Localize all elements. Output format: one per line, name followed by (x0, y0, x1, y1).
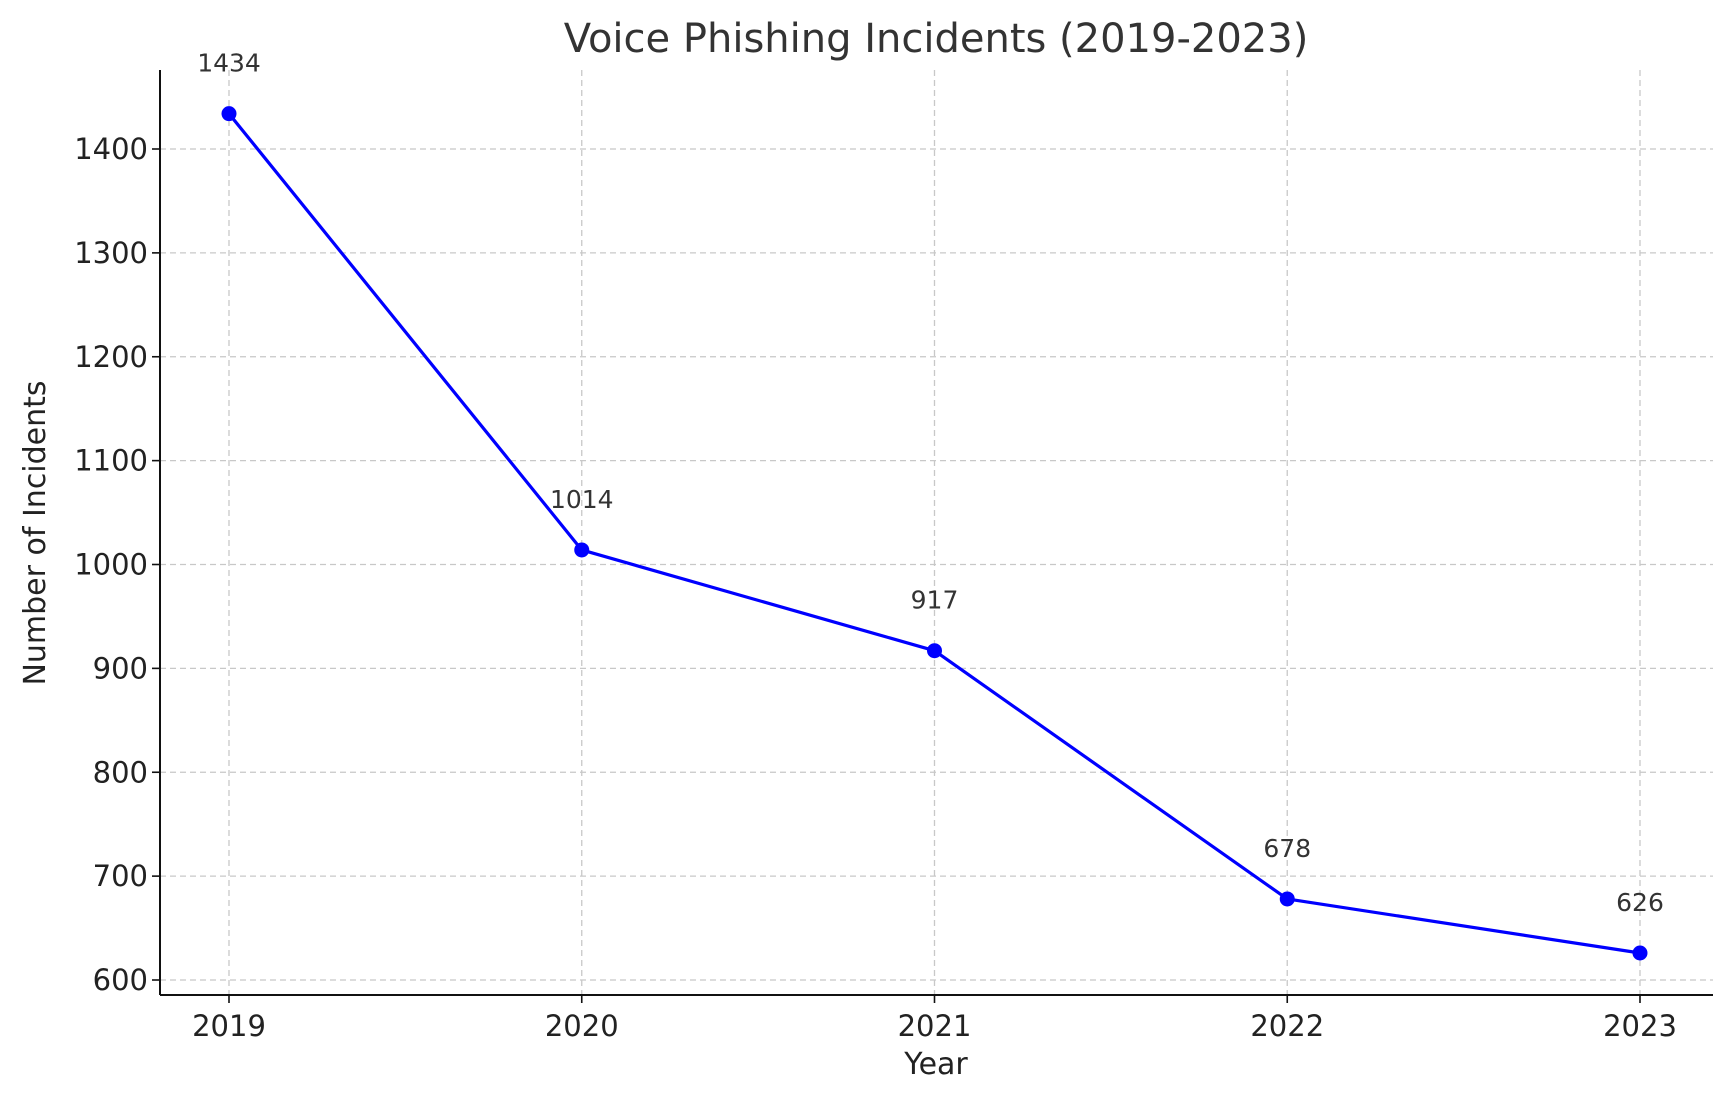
y-tick-label-1200: 1200 (74, 340, 148, 374)
data-series (221, 106, 1648, 961)
y-tick-label-600: 600 (93, 963, 148, 997)
data-label-2020: 1014 (550, 485, 614, 514)
data-label-2021: 917 (911, 586, 959, 615)
y-tick-label-1100: 1100 (74, 444, 148, 478)
data-labels: 1434 1014 917 678 626 (197, 49, 1664, 917)
grid-lines (160, 70, 1713, 995)
data-point-2020 (574, 542, 590, 558)
y-tick-label-800: 800 (93, 755, 148, 789)
y-tick-label-1300: 1300 (74, 236, 148, 270)
data-label-2019: 1434 (197, 49, 261, 78)
y-axis-title: Number of Incidents (18, 380, 53, 685)
y-tick-label-900: 900 (93, 651, 148, 685)
chart-title: Voice Phishing Incidents (2019-2023) (564, 16, 1309, 62)
x-tick-label-2019: 2019 (192, 1009, 266, 1043)
x-tick-label-2020: 2020 (545, 1009, 619, 1043)
x-axis-title: Year (903, 1047, 968, 1082)
data-label-2023: 626 (1616, 888, 1664, 917)
x-tick-label-2022: 2022 (1250, 1009, 1324, 1043)
y-tick-label-1400: 1400 (74, 132, 148, 166)
data-point-2022 (1279, 891, 1295, 907)
x-tick-label-2023: 2023 (1603, 1009, 1677, 1043)
tick-labels: 600 700 800 900 1000 1100 1200 1300 1400 2019 2020… (74, 132, 1677, 1043)
y-tick-label-700: 700 (93, 859, 148, 893)
y-tick-label-1000: 1000 (74, 548, 148, 582)
x-tick-label-2021: 2021 (898, 1009, 972, 1043)
data-point-2021 (927, 643, 942, 659)
data-label-2022: 678 (1263, 834, 1311, 863)
axes (159, 70, 1713, 996)
data-point-2023 (1632, 945, 1648, 961)
data-point-2019 (221, 106, 237, 122)
